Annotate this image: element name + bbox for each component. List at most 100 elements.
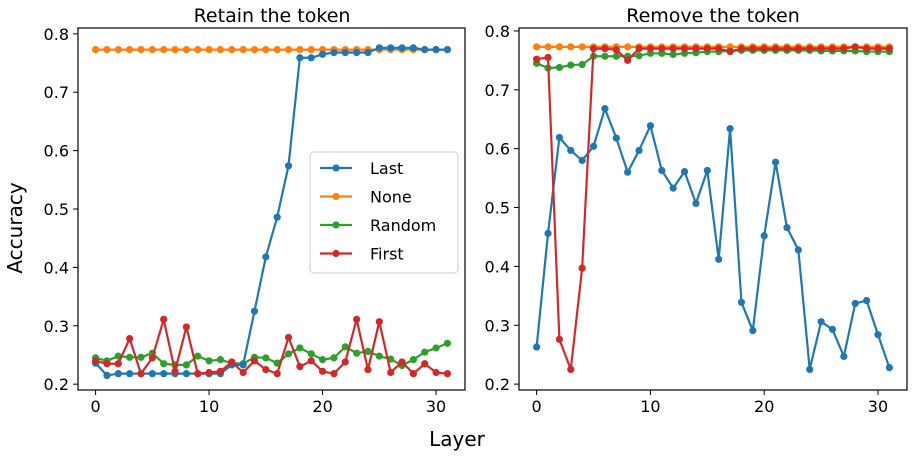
- data-point-first: [840, 45, 848, 53]
- data-point-first: [749, 45, 757, 53]
- data-point-first: [851, 43, 859, 51]
- data-point-random: [126, 353, 134, 361]
- data-point-last: [612, 134, 620, 142]
- data-point-last: [273, 213, 281, 221]
- data-point-last: [646, 122, 655, 130]
- y-tick-label: 0.3: [44, 317, 69, 336]
- data-point-random: [443, 339, 452, 347]
- legend-label-first: First: [370, 245, 404, 264]
- y-tick-label: 0.7: [485, 81, 510, 100]
- data-point-last: [330, 48, 338, 57]
- data-point-none: [171, 46, 179, 54]
- data-point-last: [715, 255, 723, 263]
- data-point-none: [137, 46, 145, 54]
- data-point-last: [443, 46, 452, 54]
- data-point-first: [817, 45, 825, 53]
- data-point-last: [387, 44, 395, 52]
- data-point-first: [364, 365, 372, 374]
- data-point-none: [114, 46, 122, 54]
- data-point-last: [624, 168, 632, 176]
- legend-label-random: Random: [370, 216, 436, 235]
- plot-area-retain: 0 10 20 30 0.2 0.3 0.4 0.5 0.6 0.7 0.8: [44, 25, 452, 416]
- x-tick-label: 30: [868, 397, 888, 416]
- data-point-random: [567, 61, 575, 69]
- data-point-last: [658, 166, 666, 175]
- data-point-last: [669, 184, 677, 192]
- data-point-random: [635, 52, 643, 60]
- data-point-random: [375, 352, 383, 360]
- data-point-last: [555, 133, 563, 142]
- data-point-last: [783, 223, 791, 232]
- legend-marker-last: [332, 164, 340, 172]
- data-point-random: [182, 361, 190, 369]
- data-point-first: [635, 45, 643, 53]
- data-point-last: [421, 46, 429, 54]
- legend-marker-random: [332, 221, 340, 229]
- data-point-none: [624, 43, 632, 51]
- data-point-random: [296, 344, 304, 352]
- data-point-first: [160, 315, 168, 323]
- data-point-random: [612, 52, 620, 60]
- y-tick-label: 0.5: [485, 199, 510, 218]
- legend-marker-first: [332, 249, 340, 258]
- data-point-none: [160, 46, 168, 54]
- data-point-first: [828, 45, 837, 53]
- y-tick-label: 0.4: [485, 257, 510, 276]
- data-point-none: [228, 46, 236, 54]
- data-point-first: [703, 45, 711, 53]
- data-point-none: [194, 46, 202, 54]
- data-point-random: [555, 63, 563, 72]
- data-point-last: [284, 162, 293, 170]
- data-point-last: [182, 370, 190, 378]
- data-point-first: [760, 45, 768, 53]
- data-point-random: [262, 354, 270, 362]
- data-point-last: [307, 54, 315, 62]
- panel-remove-the-token: Remove the token 0 10 20 300.20.30.40.50.60…: [485, 5, 908, 416]
- data-point-last: [375, 44, 383, 52]
- data-point-first: [863, 45, 871, 53]
- x-tick-label: 30: [426, 397, 446, 416]
- data-point-first: [148, 354, 156, 362]
- y-tick-label: 0.3: [485, 316, 510, 335]
- data-point-random: [409, 356, 417, 364]
- data-point-first: [646, 45, 655, 53]
- data-point-first: [443, 370, 452, 378]
- data-point-random: [160, 360, 168, 368]
- data-point-first: [533, 55, 541, 63]
- data-point-random: [669, 50, 677, 59]
- data-point-last: [771, 158, 780, 166]
- data-point-first: [794, 45, 802, 53]
- plot-area-remove: 0 10 20 30 0.2 0.3 0.4 0.5 0.6 0.7 0.8: [485, 22, 893, 416]
- data-point-none: [262, 46, 270, 54]
- data-point-random: [284, 350, 293, 358]
- y-tick-label: 0.4: [44, 258, 69, 277]
- data-point-first: [126, 335, 134, 343]
- x-tick-label: 10: [199, 397, 219, 416]
- data-point-first: [171, 367, 179, 375]
- data-point-none: [284, 46, 293, 54]
- series-line-random: [536, 49, 890, 70]
- data-point-last: [341, 48, 349, 57]
- data-point-first: [726, 47, 734, 56]
- y-tick-label: 0.2: [485, 375, 510, 394]
- data-point-first: [692, 45, 700, 53]
- data-point-last: [148, 370, 156, 378]
- x-tick-label: 20: [754, 397, 774, 416]
- data-point-last: [703, 166, 711, 175]
- data-point-first: [783, 45, 791, 53]
- data-point-random: [318, 356, 327, 364]
- data-point-first: [409, 370, 417, 378]
- data-point-first: [544, 53, 552, 62]
- data-point-first: [341, 358, 349, 366]
- x-tick-label: 0: [532, 397, 542, 416]
- data-point-last: [296, 54, 304, 62]
- data-point-first: [182, 323, 190, 331]
- data-point-first: [103, 360, 111, 368]
- data-point-first: [250, 357, 259, 365]
- x-tick-label: 20: [312, 397, 332, 416]
- data-point-last: [874, 331, 882, 339]
- data-point-first: [194, 370, 202, 378]
- x-tick-label: 0: [90, 397, 100, 416]
- data-point-last: [806, 365, 814, 373]
- data-point-first: [624, 56, 632, 64]
